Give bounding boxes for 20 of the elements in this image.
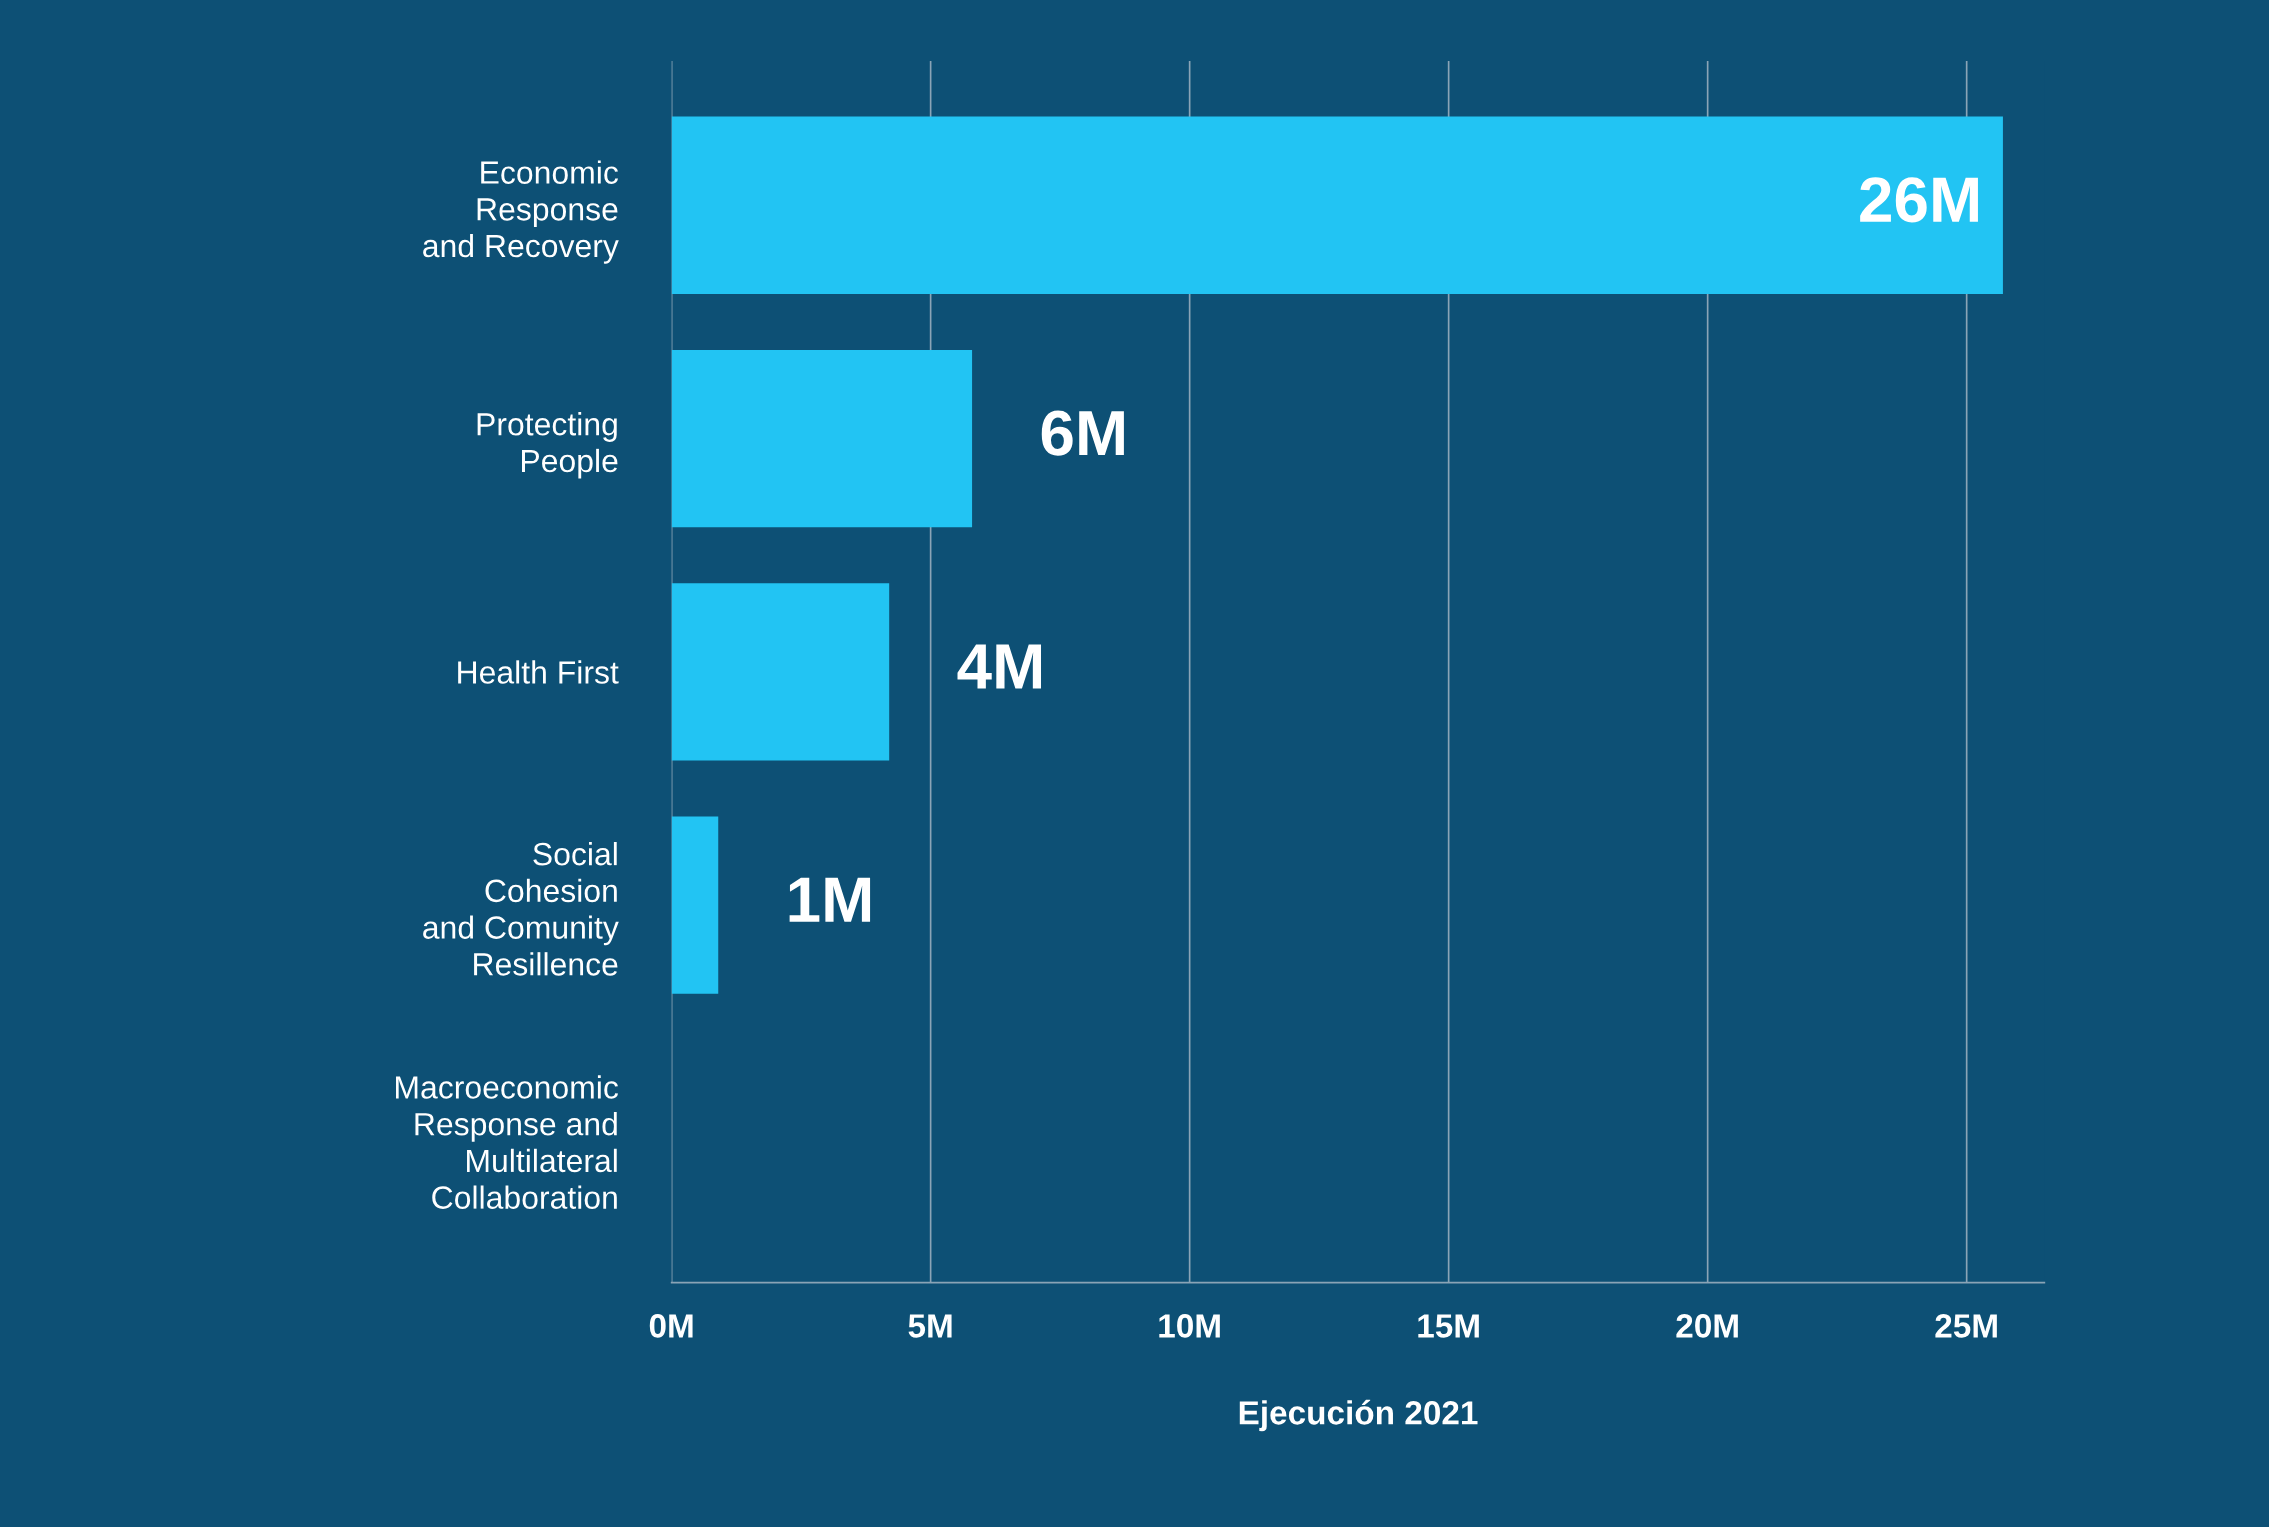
data-label: 6M — [1041, 410, 1124, 456]
bar — [671, 816, 719, 994]
x-tick-label: 10M — [1159, 1314, 1220, 1338]
y-tick-label: Social Cohesion and Comunity Resillence — [423, 842, 619, 976]
bar — [671, 349, 973, 528]
y-tick-label: Macroeconomic Response and Multilateral Collaboration — [396, 1075, 619, 1209]
x-tick-label: 5M — [908, 1314, 952, 1338]
x-axis-title: Ejecución 2021 — [1239, 1399, 1478, 1432]
bar — [671, 116, 2003, 294]
x-tick-label: 15M — [1418, 1314, 1479, 1338]
data-label: 1M — [789, 877, 871, 922]
x-tick-label: 0M — [649, 1314, 693, 1338]
y-tick-label: Economic Response and Recovery — [423, 160, 619, 264]
bar — [671, 583, 890, 761]
x-tick-label: 25M — [1935, 1314, 1997, 1338]
y-tick-label: Health First — [458, 660, 619, 684]
data-label: 26M — [1860, 177, 1978, 223]
y-tick-label: Protecting People — [477, 412, 618, 479]
x-tick-label: 20M — [1676, 1314, 1738, 1338]
data-label: 4M — [957, 644, 1042, 689]
